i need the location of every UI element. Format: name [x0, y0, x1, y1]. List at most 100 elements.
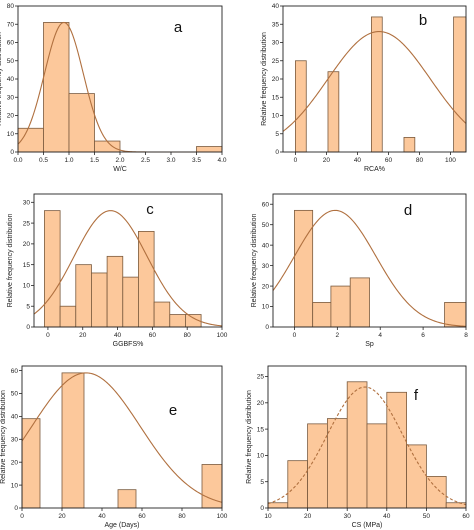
chart-a-ytick-label-3: 30: [7, 94, 15, 101]
chart-e-xtick-label-0: 0: [20, 513, 24, 520]
chart-d-bar-3: [349, 277, 370, 328]
chart-b-bar-2: [370, 16, 383, 153]
chart-a-xtick-label-7: 3.5: [192, 157, 201, 164]
chart-e-ytick-label-4: 40: [11, 414, 19, 421]
chart-b-xtick-label-5: 100: [445, 157, 456, 164]
chart-f-ytick-label-2: 10: [257, 453, 265, 460]
chart-f-bar-5: [366, 423, 388, 509]
chart-f-plot-frame: [267, 365, 467, 509]
chart-e-xtick-label-3: 60: [138, 513, 146, 520]
chart-a-xtick-label-0: 0.0: [13, 157, 22, 164]
chart-a-bar-3: [94, 140, 121, 153]
chart-a-ytick-label-5: 50: [7, 58, 15, 65]
chart-c-panel-letter: c: [146, 201, 154, 218]
chart-a-xtick-label-5: 2.5: [141, 157, 150, 164]
chart-d-panel-letter: d: [404, 202, 412, 219]
chart-c-bar-3: [91, 272, 108, 328]
chart-c-ytick-label-5: 25: [23, 220, 31, 227]
chart-f-ytick-label-5: 25: [257, 374, 265, 381]
chart-f-xtick-label-0: 10: [264, 513, 272, 520]
chart-c-bar-2: [75, 264, 92, 328]
chart-c-bar-0: [44, 210, 61, 328]
chart-c-xtick-label-5: 100: [217, 332, 228, 339]
chart-d-xtick-label-0: 0: [293, 332, 297, 339]
chart-a-ylabel: Relative frequency distribution: [0, 32, 3, 126]
chart-f-ytick-label-0: 0: [260, 505, 264, 512]
chart-c-xtick-label-3: 60: [149, 332, 157, 339]
chart-c-ytick-label-2: 10: [23, 283, 31, 290]
chart-f-xtick-label-1: 20: [304, 513, 312, 520]
chart-a-bar-4: [196, 146, 223, 153]
chart-c-xtick-label-1: 20: [79, 332, 87, 339]
chart-c-xtick-label-4: 80: [184, 332, 192, 339]
chart-c-ytick-label-0: 0: [26, 324, 30, 331]
chart-c-ytick-label-1: 5: [26, 303, 30, 310]
chart-e-xtick-label-2: 40: [98, 513, 106, 520]
chart-a-bar-1: [43, 22, 70, 153]
chart-b-ytick-label-5: 25: [272, 58, 280, 65]
chart-c-plot-frame: [33, 193, 223, 328]
chart-f-ytick-label-4: 20: [257, 400, 265, 407]
chart-a-ytick-label-6: 60: [7, 40, 15, 47]
chart-a-ytick-label-2: 20: [7, 113, 15, 120]
chart-a-xtick-label-4: 2.0: [115, 157, 124, 164]
chart-b-xtick-label-4: 80: [416, 157, 424, 164]
chart-e-panel-letter: e: [169, 402, 177, 419]
chart-d-ytick-label-0: 0: [265, 324, 269, 331]
chart-e-ytick-label-5: 50: [11, 391, 19, 398]
chart-f-ytick-label-3: 15: [257, 426, 265, 433]
chart-c-bar-1: [59, 305, 77, 328]
chart-a-xtick-label-8: 4.0: [217, 157, 226, 164]
chart-e-ytick-label-0: 0: [14, 505, 18, 512]
chart-a-ytick-label-1: 10: [7, 131, 15, 138]
chart-d-xlabel: Sp: [365, 341, 374, 348]
chart-d-bar-1: [312, 302, 332, 328]
chart-e-xtick-label-5: 100: [217, 513, 228, 520]
chart-b-ytick-label-3: 15: [272, 94, 280, 101]
chart-a-ytick-label-7: 70: [7, 21, 15, 28]
chart-c-ytick-label-3: 15: [23, 262, 31, 269]
chart-a-xlabel: W/C: [113, 166, 127, 173]
chart-e-xlabel: Age (Days): [104, 522, 139, 529]
chart-d-ytick-label-5: 50: [262, 222, 270, 229]
chart-f-xtick-label-4: 50: [423, 513, 431, 520]
chart-d-ytick-label-6: 60: [262, 201, 270, 208]
chart-c-bar-6: [138, 231, 155, 328]
chart-a-ytick-label-8: 80: [7, 3, 15, 10]
chart-a-ytick-label-4: 40: [7, 76, 15, 83]
chart-d-bar-0: [294, 209, 314, 328]
chart-b-xtick-label-3: 60: [385, 157, 393, 164]
chart-c-bar-8: [169, 314, 186, 328]
chart-d-xtick-label-2: 4: [378, 332, 382, 339]
chart-a-xtick-label-3: 1.5: [90, 157, 99, 164]
chart-d-ytick-label-1: 10: [262, 304, 270, 311]
chart-f-xtick-label-5: 60: [462, 513, 470, 520]
chart-c-xtick-label-2: 40: [114, 332, 122, 339]
chart-b-bar-3: [403, 136, 416, 153]
chart-c-bar-5: [122, 276, 139, 328]
chart-b-ytick-label-8: 40: [272, 3, 280, 10]
chart-e-xtick-label-4: 80: [178, 513, 186, 520]
chart-b-xtick-label-1: 20: [323, 157, 331, 164]
chart-e-panel: 0 20 40 60 80 100 0 10 20 30 40 50 60 Age (Days) Relat…: [0, 365, 228, 529]
chart-f-ylabel: Relative frequency distribution: [246, 390, 253, 484]
chart-a-bar-2: [68, 93, 95, 153]
chart-d-xtick-label-4: 8: [464, 332, 468, 339]
chart-f-ytick-label-1: 5: [260, 479, 264, 486]
chart-b-ytick-label-7: 35: [272, 21, 280, 28]
chart-c-ytick-label-4: 20: [23, 241, 31, 248]
chart-d-ylabel: Relative frequency distribution: [251, 214, 258, 308]
chart-a-ytick-label-0: 0: [10, 149, 14, 156]
chart-f-bar-8: [425, 476, 447, 509]
chart-b-ytick-label-2: 10: [272, 113, 280, 120]
chart-a-xtick-label-6: 3.0: [166, 157, 175, 164]
chart-e-bar-2: [117, 489, 137, 509]
chart-c-fit-curve: [33, 210, 223, 327]
chart-e-fit-curve: [21, 372, 223, 503]
chart-b-xtick-label-2: 40: [354, 157, 362, 164]
chart-b-xtick-label-0: 0: [294, 157, 298, 164]
chart-b-panel-letter: b: [419, 12, 427, 29]
chart-d-ytick-label-3: 30: [262, 263, 270, 270]
chart-b-ytick-label-1: 5: [275, 131, 279, 138]
chart-f-bar-4: [346, 381, 368, 509]
